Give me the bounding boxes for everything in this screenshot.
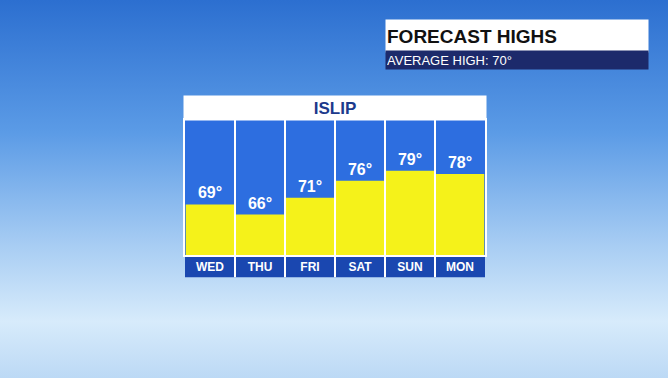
svg-text:MON: MON <box>446 260 474 274</box>
svg-text:SAT: SAT <box>348 260 372 274</box>
svg-text:66°: 66° <box>248 195 272 212</box>
svg-text:69°: 69° <box>198 184 222 201</box>
svg-text:SUN: SUN <box>397 260 422 274</box>
svg-text:71°: 71° <box>298 178 322 195</box>
svg-text:ISLIP: ISLIP <box>314 99 357 118</box>
svg-text:76°: 76° <box>348 161 372 178</box>
svg-text:78°: 78° <box>448 154 472 171</box>
svg-text:THU: THU <box>248 260 273 274</box>
svg-text:WED: WED <box>196 260 224 274</box>
svg-text:FRI: FRI <box>300 260 319 274</box>
svg-text:79°: 79° <box>398 151 422 168</box>
svg-text:AVERAGE HIGH: 70°: AVERAGE HIGH: 70° <box>387 53 512 68</box>
svg-text:FORECAST HIGHS: FORECAST HIGHS <box>387 26 557 47</box>
